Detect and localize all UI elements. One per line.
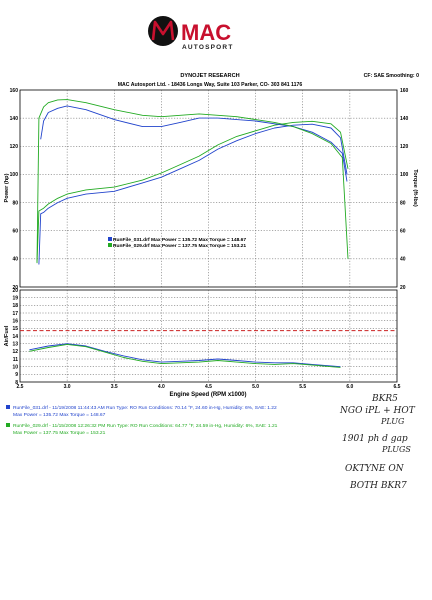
legend-entry-031: RunFile_031.drf Max Power = 135.72 Max T… [113,237,246,243]
y-right-tick-label: 160 [400,88,409,94]
y-right-tick-label: 60 [400,229,406,235]
x-tick-label: 5.5 [299,384,306,390]
note-both-bkr7: BOTH BKR7 [349,481,407,491]
note-gap: 1901 ph d gap [342,434,408,444]
run-info-block: RunFile_031.drf - 11/19/2008 11:44:43 AM… [6,405,278,436]
logo-brand-text: MAC [181,20,231,45]
note-plug-type: NGO iPL + HOT [339,406,416,416]
y-tick-label: 40 [12,257,18,263]
y-right-tick-label: 120 [400,144,409,150]
x-tick-label: 6.5 [394,384,401,390]
run-029-maxima: Max Power = 137.75 Max Torque = 153.21 [13,430,106,436]
torque-axis-ticks: 20 40 60 80 100 120 140 160 [400,88,409,291]
y-tick-label: 15 [12,326,18,332]
power-axis-label: Power (hp) [4,173,10,202]
rpm-axis-ticks: 2.5 3.0 3.5 4.0 4.5 5.0 5.5 6.0 6.5 [17,384,401,390]
air-fuel-grid [20,290,397,382]
y-tick-label: 20 [12,285,18,291]
air-fuel-curves [20,330,397,368]
y-tick-label: 140 [10,116,19,122]
y-right-tick-label: 20 [400,285,406,291]
run-031-maxima: Max Power = 135.72 Max Torque = 148.67 [13,412,106,418]
y-tick-label: 160 [10,88,19,94]
y-tick-label: 20 [12,288,18,294]
torque-curve-029 [36,99,349,262]
legend-swatch-029 [108,243,112,247]
y-tick-label: 80 [12,200,18,206]
torque-curve-031 [40,105,348,182]
run-031-details: RunFile_031.drf - 11/19/2008 11:44:43 AM… [13,405,277,411]
page-title: DYNOJET RESEARCH [180,73,239,79]
y-tick-label: 120 [10,144,19,150]
y-tick-label: 17 [12,311,18,317]
handwritten-notes: BKR5 NGO iPL + HOT PLUG 1901 ph d gap PL… [339,394,416,491]
air-fuel-axis-label: Air/Fuel [4,325,10,346]
power-curve-031 [38,123,348,265]
y-tick-label: 100 [10,172,19,178]
air-fuel-curve-029 [29,343,341,368]
x-tick-label: 3.0 [64,384,71,390]
note-plugs: PLUGS [381,445,411,454]
y-tick-label: 60 [12,229,18,235]
y-right-tick-label: 40 [400,257,406,263]
x-tick-label: 6.0 [346,384,353,390]
x-tick-label: 2.5 [17,384,24,390]
y-tick-label: 14 [12,334,18,340]
rpm-axis-label: Engine Speed (RPM x1000) [169,392,246,398]
power-torque-legend: RunFile_031.drf Max Power = 135.72 Max T… [108,237,246,249]
y-tick-label: 8 [15,380,18,386]
power-axis-ticks: 20 40 60 80 100 120 140 160 [10,88,19,291]
y-right-tick-label: 100 [400,172,409,178]
settings-label: CF: SAE Smoothing: 0 [364,73,419,79]
logo-subtext: AUTOSPORT [182,44,234,51]
y-right-tick-label: 140 [400,116,409,122]
power-torque-curves [36,99,349,265]
y-right-tick-label: 80 [400,200,406,206]
y-tick-label: 13 [12,341,18,347]
torque-axis-label: Torque (ft-lbs) [412,169,418,207]
logo-emblem-icon [148,16,178,46]
x-tick-label: 4.0 [158,384,165,390]
run-029-details: RunFile_029.drf - 11/15/2008 12:26:32 PM… [13,423,278,429]
y-tick-label: 12 [12,349,18,355]
y-tick-label: 10 [12,364,18,370]
run-029-swatch [6,423,10,427]
legend-entry-029: RunFile_029.drf Max Power = 137.75 Max T… [113,243,246,249]
note-plug: PLUG [380,417,405,426]
run-031-swatch [6,405,10,409]
y-tick-label: 18 [12,303,18,309]
y-tick-label: 9 [15,372,18,378]
x-tick-label: 5.0 [252,384,259,390]
note-octane: OKTYNE ON [345,464,405,474]
power-torque-chart: 20 40 60 80 100 120 140 160 20 40 60 80 100 120 140 16… [4,88,418,291]
mac-autosport-logo: MAC AUTOSPORT [148,16,234,51]
note-bkr5: BKR5 [371,394,398,404]
y-tick-label: 16 [12,318,18,324]
x-tick-label: 3.5 [111,384,118,390]
shop-address: MAC Autosport Ltd. - 18436 Longs Way, Su… [118,82,303,88]
x-tick-label: 4.5 [205,384,212,390]
power-curve-029 [36,120,349,264]
air-fuel-curve-031 [29,343,341,368]
legend-swatch-031 [108,237,112,241]
y-tick-label: 19 [12,295,18,301]
y-tick-label: 11 [13,357,19,363]
